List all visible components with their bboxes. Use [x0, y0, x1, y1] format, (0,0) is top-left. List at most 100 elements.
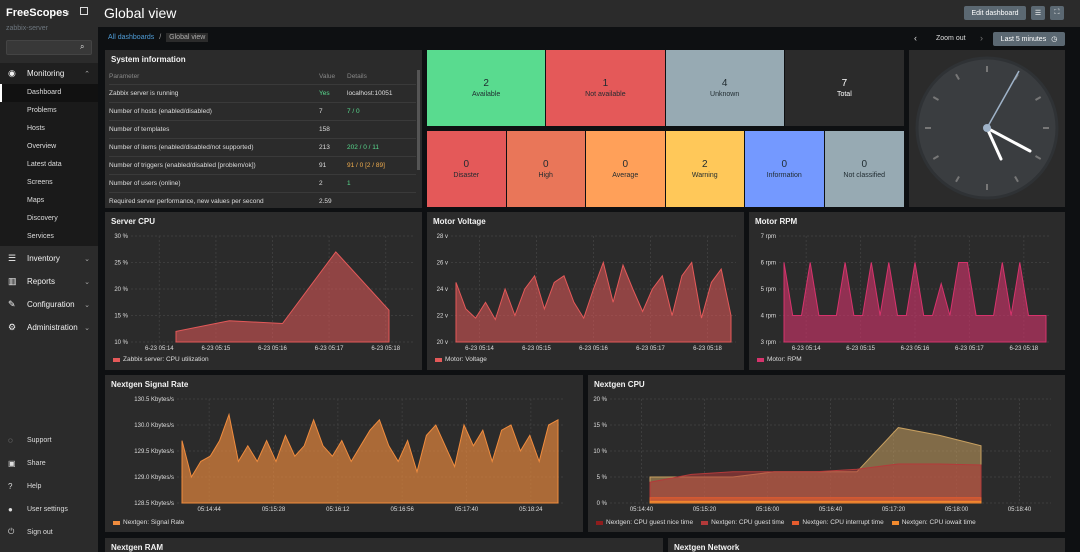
nextgen-cpu-chart[interactable]: 20 % 15 % 10 % 5 % 0 % 05:14:40 05:15:20 05:16:… — [588, 393, 1065, 519]
table-row: Zabbix server is running Yes localhost:100… — [109, 84, 416, 103]
x-tick-label: 05:17:20 — [882, 507, 906, 513]
clock-face — [915, 56, 1059, 200]
menu-monitoring[interactable]: ◉ Monitoring ⌃ — [0, 63, 98, 84]
search-input[interactable] — [6, 40, 92, 55]
severity-cell[interactable]: 0 High — [506, 131, 585, 207]
menu-item-hosts[interactable]: Hosts — [27, 125, 45, 132]
support-icon: ◌ — [8, 435, 13, 445]
host-status-count: 2 — [483, 78, 489, 89]
menu-configuration[interactable]: ✎ Configuration ⌄ — [0, 294, 98, 315]
y-tick-label: 20 % — [114, 287, 128, 293]
signal-rate-chart[interactable]: 130.5 Kbytes/s 130.0 Kbytes/s 129.5 Kbytes… — [105, 393, 583, 519]
nextgen-ram-panel: Nextgen RAM — [105, 538, 663, 552]
breadcrumb-current[interactable]: Global view — [166, 33, 209, 42]
user-icon: ● — [8, 504, 13, 514]
host-status-cell[interactable]: 7 Total — [784, 50, 904, 126]
menu-item-discovery[interactable]: Discovery — [27, 215, 58, 222]
severity-count: 0 — [463, 159, 470, 170]
menu-reports[interactable]: ▥ Reports ⌄ — [0, 271, 98, 292]
menu-item-services[interactable]: Services — [27, 233, 54, 240]
host-status-count: 7 — [841, 78, 848, 89]
motor-rpm-chart[interactable]: 7 rpm 6 rpm 5 rpm 4 rpm 3 rpm 6-23 05:14 6-23 … — [749, 230, 1065, 358]
fullscreen-icon: ⛶ — [1054, 9, 1060, 16]
search-icon[interactable]: ⌕ — [80, 42, 85, 51]
x-tick-label: 05:18:00 — [945, 507, 969, 513]
header-bar — [98, 0, 1080, 27]
severity-cell[interactable]: 0 Not classified — [824, 131, 904, 207]
legend-label: Nextgen: CPU iowait time — [901, 519, 976, 526]
severity-cell[interactable]: 2 Warning — [665, 131, 744, 207]
system-info-title: System information — [111, 55, 186, 64]
series-area — [783, 262, 1047, 343]
value-cell: 7 — [319, 102, 347, 121]
nextgen-cpu-legend: Nextgen: CPU guest nice time Nextgen: CP… — [596, 519, 976, 526]
footer-support[interactable]: ◌ Support — [0, 429, 98, 451]
app-logo[interactable]: FreeScopes — [6, 7, 69, 19]
x-tick-label: 6-23 05:16 — [258, 346, 287, 352]
x-tick-label: 6-23 05:16 — [579, 346, 608, 352]
y-tick-label: 28 v — [437, 234, 448, 240]
help-icon: ? — [8, 481, 13, 491]
edit-dashboard-button[interactable]: Edit dashboard — [964, 6, 1026, 20]
x-tick-label: 6-23 05:14 — [792, 346, 821, 352]
x-tick-label: 6-23 05:14 — [145, 346, 174, 352]
x-tick-label: 05:16:56 — [390, 507, 414, 513]
host-status-cell[interactable]: 2 Available — [427, 50, 546, 126]
footer-share-label: Share — [27, 459, 46, 467]
value-cell: 91 — [319, 156, 347, 175]
value-cell: Yes — [319, 84, 347, 103]
severity-cell[interactable]: 0 Average — [586, 131, 665, 207]
param-cell: Number of items (enabled/disabled/not su… — [109, 138, 319, 157]
wrench-icon: ✎ — [8, 299, 16, 309]
menu-item-problems[interactable]: Problems — [27, 107, 57, 114]
scrollbar[interactable] — [417, 70, 420, 170]
y-tick-label: 130.5 Kbytes/s — [134, 397, 174, 403]
zoom-out-button[interactable]: Zoom out — [936, 35, 966, 42]
severity-cell[interactable]: 0 Disaster — [427, 131, 506, 207]
motor-rpm-legend: Motor: RPM — [757, 356, 802, 363]
time-back-icon[interactable]: ‹ — [914, 33, 917, 43]
severity-cell[interactable]: 0 Information — [745, 131, 824, 207]
time-forward-icon[interactable]: › — [980, 33, 983, 43]
motor-voltage-legend: Motor: Voltage — [435, 356, 487, 363]
host-status-cell[interactable]: 1 Not available — [546, 50, 665, 126]
breadcrumb-all-dashboards[interactable]: All dashboards — [108, 34, 155, 41]
menu-item-overview[interactable]: Overview — [27, 143, 57, 150]
chevron-down-icon: ⌄ — [84, 301, 90, 309]
footer-help[interactable]: ? Help — [0, 475, 98, 497]
footer-user-settings[interactable]: ● User settings — [0, 498, 98, 520]
fullscreen-button[interactable]: ⛶ — [1050, 6, 1064, 20]
y-tick-label: 5 % — [597, 475, 608, 481]
kiosk-icon[interactable] — [80, 7, 88, 15]
menu-inventory-label: Inventory — [27, 254, 60, 263]
param-cell: Required server performance, new values … — [109, 192, 319, 208]
collapse-sidebar-icon[interactable]: « — [65, 8, 70, 17]
chevron-up-icon: ⌃ — [84, 70, 90, 78]
table-row: Number of triggers (enabled/disabled [pr… — [109, 156, 416, 175]
motor-voltage-chart[interactable]: 28 v 26 v 24 v 22 v 20 v 6-23 05:14 6-23 05:15… — [427, 230, 744, 358]
hamburger-icon: ☰ — [1034, 10, 1042, 17]
menu-item-latest-data[interactable]: Latest data — [27, 161, 62, 168]
value-cell: 158 — [319, 120, 347, 139]
menu-administration-label: Administration — [27, 323, 78, 332]
x-tick-label: 05:16:00 — [756, 507, 780, 513]
legend-item: Nextgen: CPU guest time — [701, 519, 784, 526]
y-tick-label: 129.5 Kbytes/s — [134, 449, 174, 455]
legend-label: Zabbix server: CPU utilization — [123, 356, 209, 363]
value-cell: 2 — [319, 174, 347, 193]
menu-item-screens[interactable]: Screens — [27, 179, 53, 186]
menu-administration[interactable]: ⚙ Administration ⌄ — [0, 317, 98, 338]
menu-item-maps[interactable]: Maps — [27, 197, 45, 204]
host-status-cell[interactable]: 4 Unknown — [665, 50, 784, 126]
footer-share[interactable]: ▣ Share — [0, 452, 98, 474]
table-row: Number of users (online) 2 1 — [109, 174, 416, 193]
time-range-button[interactable]: Last 5 minutes ◷ — [993, 32, 1065, 46]
host-status-count: 4 — [721, 78, 728, 89]
y-tick-label: 3 rpm — [761, 340, 776, 346]
menu-inventory[interactable]: ☰ Inventory ⌄ — [0, 248, 98, 269]
footer-sign-out[interactable]: ⏻ Sign out — [0, 521, 98, 543]
menu-item-dashboard[interactable]: Dashboard — [0, 84, 98, 102]
menu-button[interactable]: ☰ — [1031, 6, 1045, 20]
clock-panel — [909, 50, 1065, 207]
server-cpu-chart[interactable]: 30 % 25 % 20 % 15 % 10 % 6-23 05:14 6-23 05:15… — [105, 230, 422, 358]
